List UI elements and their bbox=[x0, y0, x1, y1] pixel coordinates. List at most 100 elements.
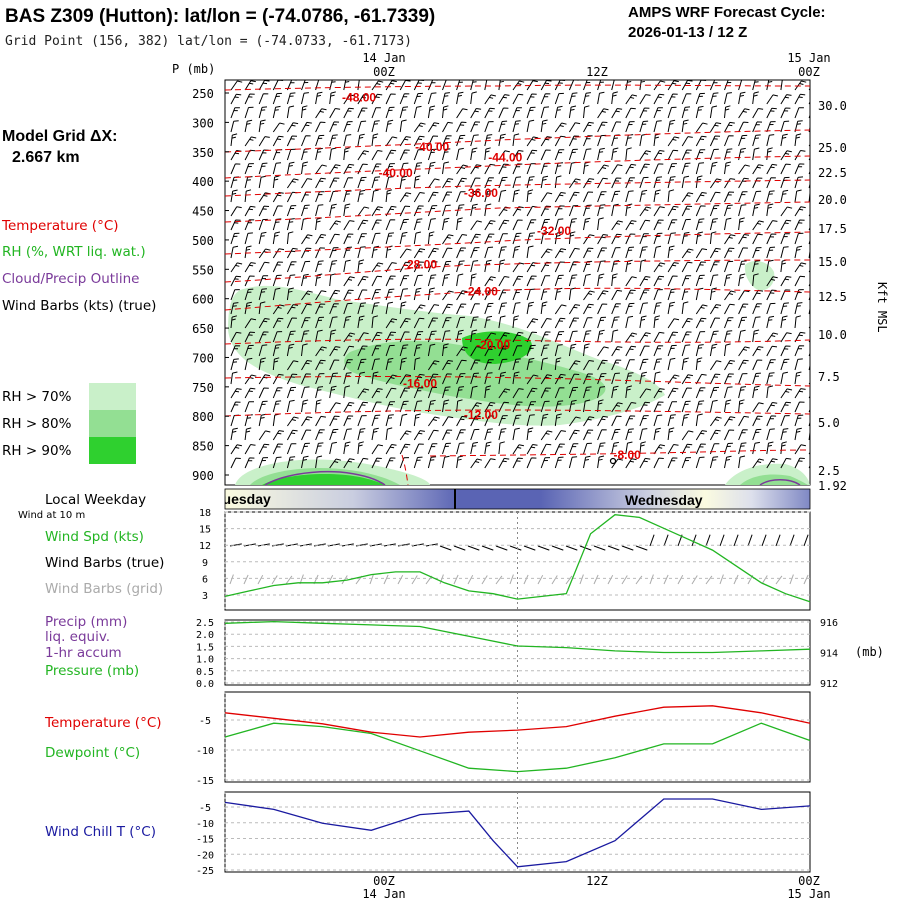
wind-barb bbox=[611, 177, 622, 189]
wind-barb bbox=[611, 147, 619, 161]
wind-barb bbox=[611, 346, 623, 357]
wind-barb bbox=[794, 414, 804, 427]
wind-barb bbox=[752, 359, 763, 371]
wind-barb bbox=[780, 457, 792, 469]
wind-barb bbox=[498, 233, 508, 245]
wind-barb bbox=[230, 302, 239, 315]
wind-barb bbox=[780, 332, 792, 343]
wind-barb bbox=[681, 149, 692, 161]
wind-barb bbox=[385, 93, 396, 105]
surface-barb-grid bbox=[411, 575, 418, 585]
wind-barb bbox=[752, 233, 763, 245]
wind-barb bbox=[625, 441, 633, 455]
wind-barb bbox=[357, 315, 365, 329]
wind-barb bbox=[258, 275, 269, 287]
wind-barb bbox=[286, 330, 296, 343]
wind-barb bbox=[667, 189, 675, 203]
wind-barb bbox=[766, 415, 777, 427]
wind-barb bbox=[371, 302, 380, 315]
surface-barb-grid bbox=[509, 574, 514, 585]
wind-barb bbox=[568, 92, 578, 105]
wind-barb bbox=[512, 245, 521, 259]
wind-barb bbox=[315, 415, 326, 427]
wind-barb bbox=[371, 107, 381, 119]
wind-barb bbox=[272, 373, 284, 385]
wind-barb bbox=[258, 387, 269, 399]
wind-barb bbox=[780, 428, 789, 441]
wind-barb bbox=[554, 317, 566, 329]
wind-barb bbox=[766, 134, 775, 147]
isotherm-label: -40.00 bbox=[379, 166, 413, 180]
pressure-tick: 500 bbox=[192, 234, 214, 248]
wind-barb bbox=[752, 108, 764, 119]
wind-barb bbox=[413, 175, 421, 189]
y-tick-label: 1.0 bbox=[196, 655, 214, 666]
surface-barb-grid bbox=[537, 574, 544, 585]
wind-barb bbox=[709, 360, 722, 371]
wind-barb bbox=[385, 189, 393, 203]
wind-barb bbox=[399, 318, 411, 329]
wind-barb bbox=[286, 122, 299, 133]
wind-barb bbox=[286, 386, 297, 399]
wind-barb bbox=[512, 93, 524, 105]
wind-barb bbox=[286, 92, 296, 105]
wind-barb bbox=[301, 442, 310, 455]
wind-barb bbox=[329, 220, 341, 231]
wind-barb bbox=[427, 443, 438, 455]
wind-barb bbox=[766, 80, 773, 91]
wind-barb bbox=[427, 456, 437, 469]
wind-barb bbox=[484, 203, 492, 217]
isotherm-lines bbox=[225, 84, 810, 485]
wind-barb bbox=[709, 105, 718, 119]
wind-barb bbox=[794, 315, 802, 329]
wind-barb bbox=[780, 441, 787, 455]
surface-barb-grid bbox=[677, 574, 684, 585]
wind-barb bbox=[371, 414, 381, 427]
wind-barb bbox=[244, 163, 254, 175]
wind-barb bbox=[329, 359, 340, 371]
wind-barb bbox=[343, 345, 355, 357]
wind-barb bbox=[695, 135, 707, 147]
wind-barb bbox=[752, 147, 760, 161]
wind-barb bbox=[512, 232, 522, 245]
wind-barb bbox=[653, 388, 665, 399]
surface-barb bbox=[803, 534, 809, 547]
wind-barb bbox=[329, 385, 337, 399]
wind-chill-label: Wind Chill T (°C) bbox=[45, 824, 156, 840]
wind-barb bbox=[540, 205, 552, 217]
wind-barb bbox=[427, 343, 436, 357]
wind-barb bbox=[540, 387, 551, 399]
surface-barb-grid bbox=[635, 575, 643, 585]
wind-barb bbox=[357, 276, 369, 287]
wind-barb bbox=[427, 330, 437, 343]
wind-barb bbox=[639, 388, 652, 399]
wind-barb bbox=[540, 106, 550, 119]
wind-barb bbox=[597, 359, 608, 371]
y-tick-label: 0.5 bbox=[196, 667, 214, 678]
wind-barb bbox=[780, 189, 789, 203]
wind-barb bbox=[413, 357, 421, 371]
wind-barb bbox=[681, 231, 690, 245]
wind-barb bbox=[738, 455, 746, 469]
wind-barb bbox=[498, 94, 510, 105]
wind-barb bbox=[709, 443, 720, 455]
wind-barb bbox=[442, 161, 450, 175]
wind-barb bbox=[780, 371, 788, 385]
surface-barb bbox=[691, 534, 697, 547]
wind-barb bbox=[230, 120, 239, 133]
wind-barb bbox=[681, 400, 691, 413]
wind-barb bbox=[766, 190, 775, 203]
wind-barb bbox=[639, 233, 649, 245]
surface-barb bbox=[607, 545, 620, 551]
wind-barb bbox=[794, 93, 806, 105]
wind-barb bbox=[625, 332, 638, 343]
wind-barb bbox=[540, 318, 552, 329]
cloud-outline bbox=[264, 470, 386, 485]
wind-barb bbox=[399, 93, 410, 105]
wind-barb bbox=[639, 80, 646, 91]
wind-barb bbox=[752, 190, 762, 203]
wind-barb bbox=[512, 302, 521, 315]
wind-barb bbox=[512, 315, 520, 329]
wind-barb bbox=[258, 231, 267, 245]
wind-barb bbox=[357, 233, 367, 245]
